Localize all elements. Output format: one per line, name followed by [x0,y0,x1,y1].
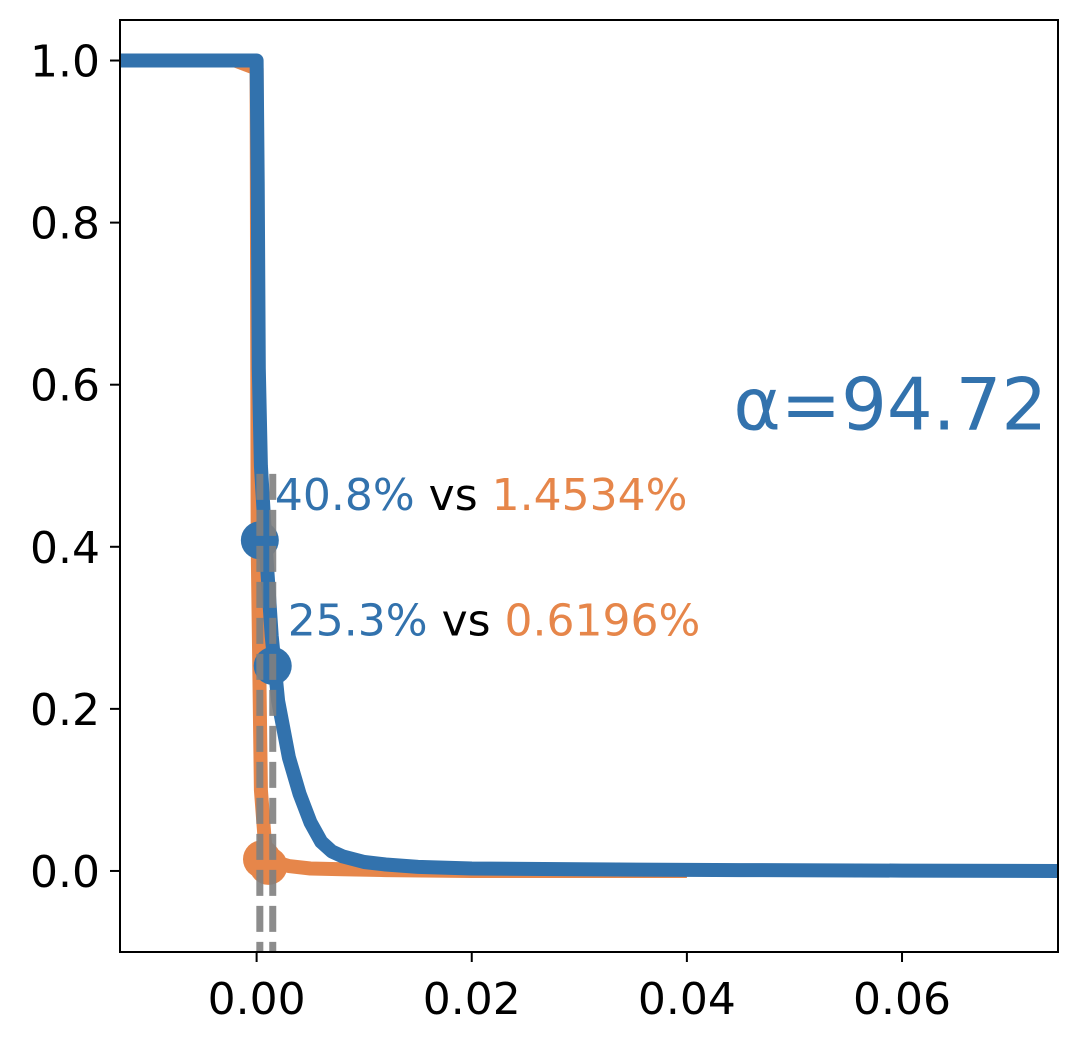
series-line-1 [120,53,1058,878]
annotation-part-0-0: 40.8% [275,470,415,521]
x-tick-label-1: 0.02 [423,974,521,1025]
x-tick-label-0: 0.00 [208,974,306,1025]
y-tick-label-3: 0.6 [30,361,100,412]
annotation-part-0-1: vs [415,470,492,521]
data-point-marker-3 [249,846,288,885]
plot-frame [119,19,1059,953]
axes: 0.00 0.02 0.04 0.06 0.0 0.2 0.4 0.6 0.8 1.0 [30,37,951,1025]
y-tick-label-5: 1.0 [30,37,100,88]
annotation-part-0-2: 1.4534% [492,470,688,521]
annotations: 40.8% vs 1.4534% 25.3% vs 0.6196% α=94.72 [275,362,1047,646]
x-tick-label-3: 0.06 [853,974,951,1025]
y-tick-label-0: 0.0 [30,847,100,898]
comparison-annotation-1: 25.3% vs 0.6196% [288,596,700,647]
x-tick-label-2: 0.04 [638,974,736,1025]
y-tick-label-4: 0.8 [30,199,100,250]
annotation-part-1-0: 25.3% [288,596,428,647]
alpha-label: α=94.72 [733,362,1047,446]
y-tick-label-2: 0.4 [30,523,100,574]
plot-area [120,53,1058,952]
y-tick-label-1: 0.2 [30,685,100,736]
annotation-part-1-2: 0.6196% [505,596,701,647]
annotation-part-1-1: vs [428,596,505,647]
comparison-annotation-0: 40.8% vs 1.4534% [275,470,687,521]
